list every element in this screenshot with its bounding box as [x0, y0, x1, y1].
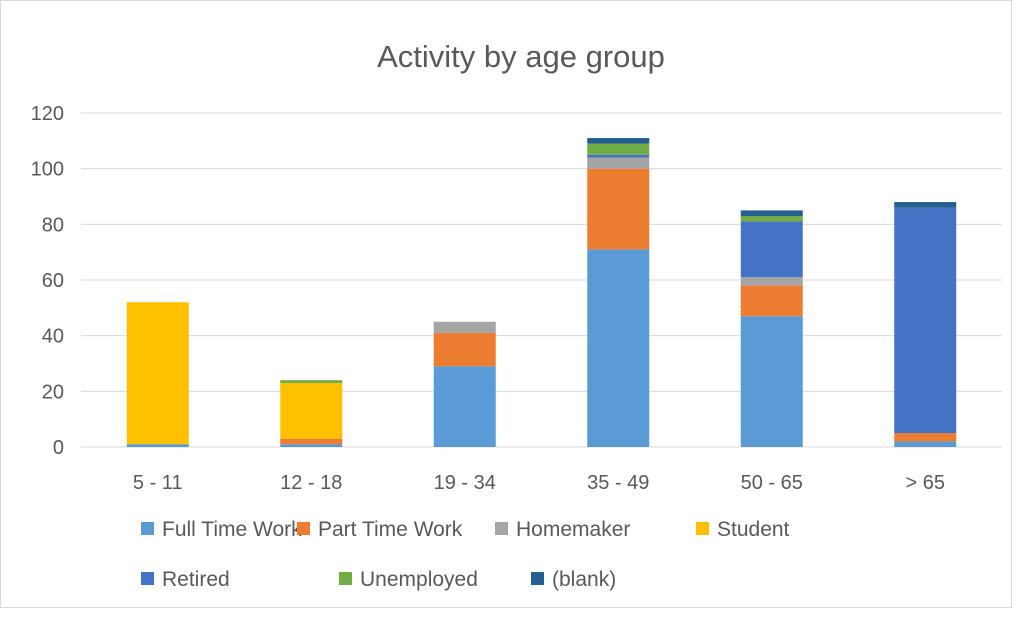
legend-swatch	[141, 522, 154, 535]
bar-segment	[894, 433, 957, 442]
legend-swatch	[696, 522, 709, 535]
bar-segment	[740, 277, 803, 286]
chart-frame: Activity by age group 0 20 40 60 80 100 120 5 …	[0, 0, 1012, 608]
chart-title: Activity by age group	[377, 39, 665, 74]
x-tick-label: 50 - 65	[741, 472, 803, 494]
y-axis-tick-labels: 0 20 40 60 80 100 120	[31, 103, 64, 459]
y-tick-label: 20	[42, 381, 64, 403]
y-tick-label: 0	[53, 437, 64, 459]
bar-segment	[280, 380, 343, 383]
bar-segment	[740, 316, 803, 447]
bar-segment	[433, 332, 496, 367]
stacked-bar-chart: Activity by age group 0 20 40 60 80 100 120 5 …	[31, 39, 1002, 591]
bar-segment	[587, 249, 650, 447]
bar-segment	[433, 321, 496, 333]
y-tick-label: 120	[31, 103, 64, 125]
bar-segment	[740, 285, 803, 317]
legend-label: Full Time Work	[162, 518, 302, 541]
legend-swatch	[141, 572, 154, 585]
bar-segment	[740, 221, 803, 278]
bar-segment	[126, 444, 189, 447]
bar-segment	[894, 441, 957, 447]
bar-segment	[126, 302, 189, 445]
x-axis-tick-labels: 5 - 11 12 - 18 19 - 34 35 - 49 50 - 65 > 65	[133, 472, 945, 494]
x-tick-label: 35 - 49	[587, 472, 649, 494]
bar-segment	[433, 366, 496, 447]
bar-segment	[587, 168, 650, 250]
y-tick-label: 80	[42, 214, 64, 236]
legend-swatch	[339, 572, 352, 585]
legend-label: Unemployed	[360, 568, 478, 591]
bar-segment	[280, 444, 343, 447]
x-tick-label: > 65	[906, 472, 945, 494]
bar-segment	[740, 215, 803, 222]
legend-label: Retired	[162, 568, 230, 591]
bar-segment	[587, 143, 650, 155]
bar-segment	[740, 210, 803, 216]
legend-label: Part Time Work	[318, 518, 463, 541]
legend: Full Time Work Part Time Work Homemaker Stu…	[141, 518, 790, 591]
y-tick-label: 100	[31, 159, 64, 181]
legend-swatch	[531, 572, 544, 585]
bar-segment	[894, 202, 957, 208]
x-tick-label: 5 - 11	[133, 472, 183, 494]
y-tick-label: 40	[42, 326, 64, 348]
bar-segment	[587, 138, 650, 144]
legend-swatch	[495, 522, 508, 535]
legend-swatch	[297, 522, 310, 535]
bar-segment	[280, 438, 343, 445]
x-tick-label: 19 - 34	[434, 472, 496, 494]
bars	[126, 138, 957, 447]
legend-label: (blank)	[552, 568, 616, 591]
bar-segment	[587, 157, 650, 169]
x-tick-label: 12 - 18	[280, 472, 342, 494]
bar-segment	[587, 154, 650, 158]
gridlines	[81, 112, 1002, 448]
legend-label: Student	[717, 518, 790, 541]
bar-segment	[280, 382, 343, 439]
legend-label: Homemaker	[516, 518, 630, 541]
bar-segment	[894, 207, 957, 434]
y-tick-label: 60	[42, 270, 64, 292]
